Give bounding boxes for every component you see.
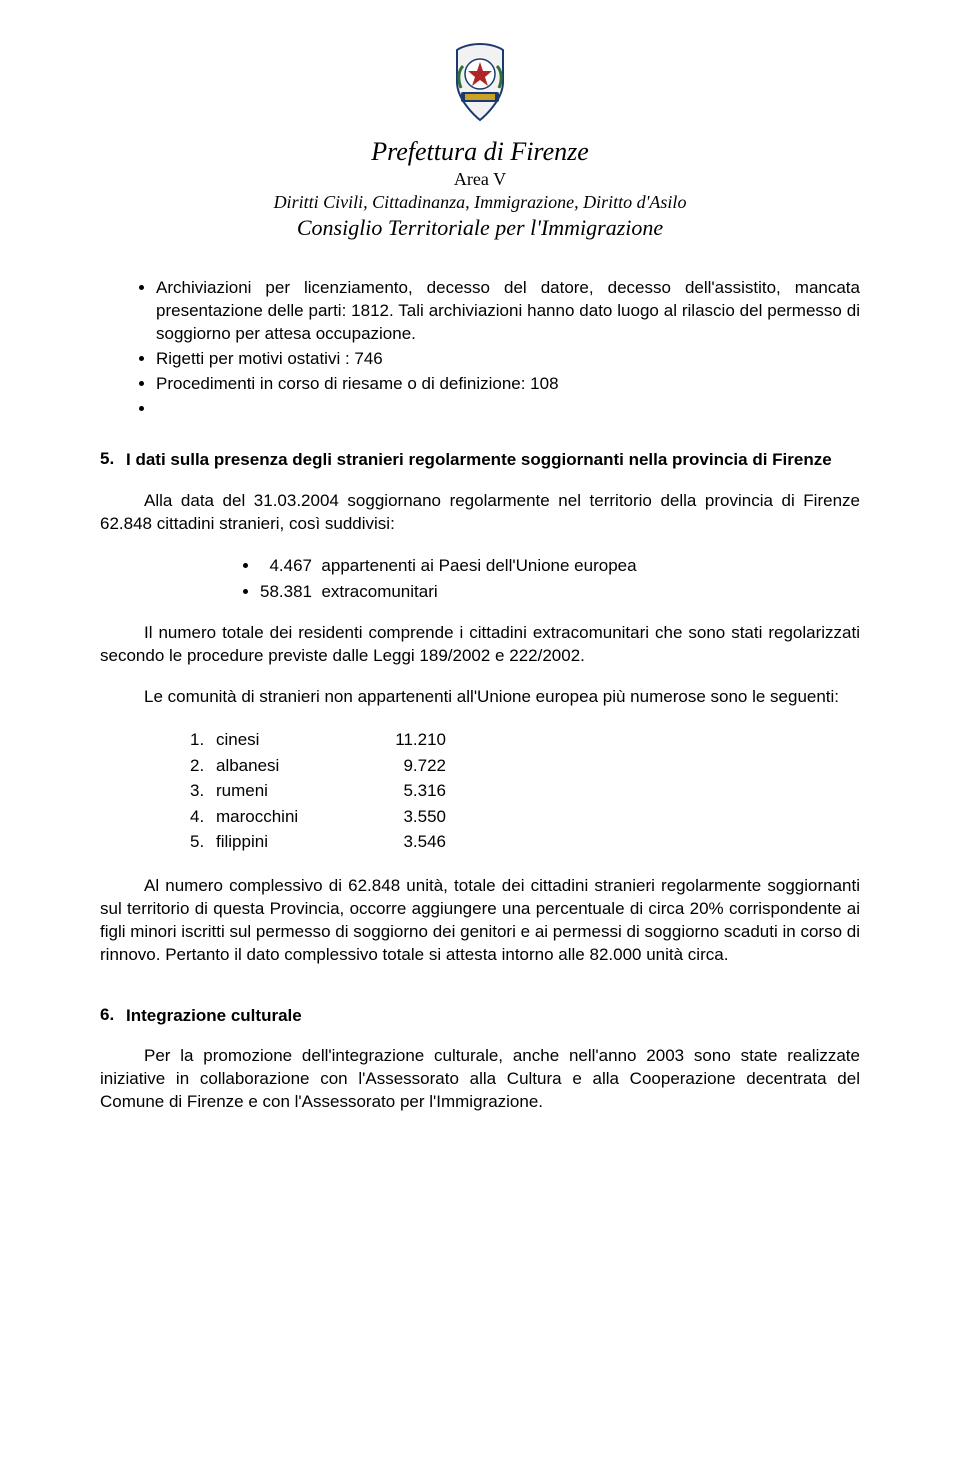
list-item: 3. rumeni 5.316 xyxy=(190,778,860,804)
rank-number: 4. xyxy=(190,804,216,830)
header-dept: Diritti Civili, Cittadinanza, Immigrazio… xyxy=(100,192,860,213)
list-item: Procedimenti in corso di riesame o di de… xyxy=(156,373,860,396)
letterhead: Prefettura di Firenze Area V Diritti Civ… xyxy=(100,40,860,241)
list-item: Rigetti per motivi ostativi : 746 xyxy=(156,348,860,371)
list-item: 58.381 extracomunitari xyxy=(260,579,860,605)
section5-p3: Le comunità di stranieri non appartenent… xyxy=(100,686,860,709)
section-6-heading: 6. Integrazione culturale xyxy=(100,1005,860,1028)
rank-value: 9.722 xyxy=(366,753,446,779)
section-number: 6. xyxy=(100,1005,126,1025)
rank-value: 3.550 xyxy=(366,804,446,830)
list-item: 2. albanesi 9.722 xyxy=(190,753,860,779)
rank-label: albanesi xyxy=(216,753,366,779)
rank-label: marocchini xyxy=(216,804,366,830)
top-bullet-list: Archiviazioni per licenziamento, decesso… xyxy=(100,277,860,421)
section-number: 5. xyxy=(100,449,126,469)
italy-emblem-icon xyxy=(443,40,517,129)
section5-stats-list: 4.467 appartenenti ai Paesi dell'Unione … xyxy=(100,553,860,604)
list-item: 5. filippini 3.546 xyxy=(190,829,860,855)
rank-label: cinesi xyxy=(216,727,366,753)
header-title: Prefettura di Firenze xyxy=(100,137,860,167)
list-item: Archiviazioni per licenziamento, decesso… xyxy=(156,277,860,346)
list-item: 4.467 appartenenti ai Paesi dell'Unione … xyxy=(260,553,860,579)
section-title: Integrazione culturale xyxy=(126,1005,302,1028)
list-item: 1. cinesi 11.210 xyxy=(190,727,860,753)
list-item xyxy=(156,398,860,421)
section5-ranked-list: 1. cinesi 11.210 2. albanesi 9.722 3. ru… xyxy=(100,727,860,855)
rank-number: 3. xyxy=(190,778,216,804)
section-title: I dati sulla presenza degli stranieri re… xyxy=(126,449,832,472)
rank-label: filippini xyxy=(216,829,366,855)
rank-value: 11.210 xyxy=(366,727,446,753)
section5-p4: Al numero complessivo di 62.848 unità, t… xyxy=(100,875,860,967)
rank-value: 3.546 xyxy=(366,829,446,855)
header-area: Area V xyxy=(100,169,860,190)
spacer xyxy=(100,985,860,1005)
list-item: 4. marocchini 3.550 xyxy=(190,804,860,830)
rank-number: 2. xyxy=(190,753,216,779)
rank-number: 1. xyxy=(190,727,216,753)
section-5-heading: 5. I dati sulla presenza degli stranieri… xyxy=(100,449,860,472)
rank-number: 5. xyxy=(190,829,216,855)
section5-p1: Alla data del 31.03.2004 soggiornano reg… xyxy=(100,490,860,536)
header-council: Consiglio Territoriale per l'Immigrazion… xyxy=(100,215,860,241)
section6-p1: Per la promozione dell'integrazione cult… xyxy=(100,1045,860,1114)
section5-p2: Il numero totale dei residenti comprende… xyxy=(100,622,860,668)
rank-label: rumeni xyxy=(216,778,366,804)
rank-value: 5.316 xyxy=(366,778,446,804)
